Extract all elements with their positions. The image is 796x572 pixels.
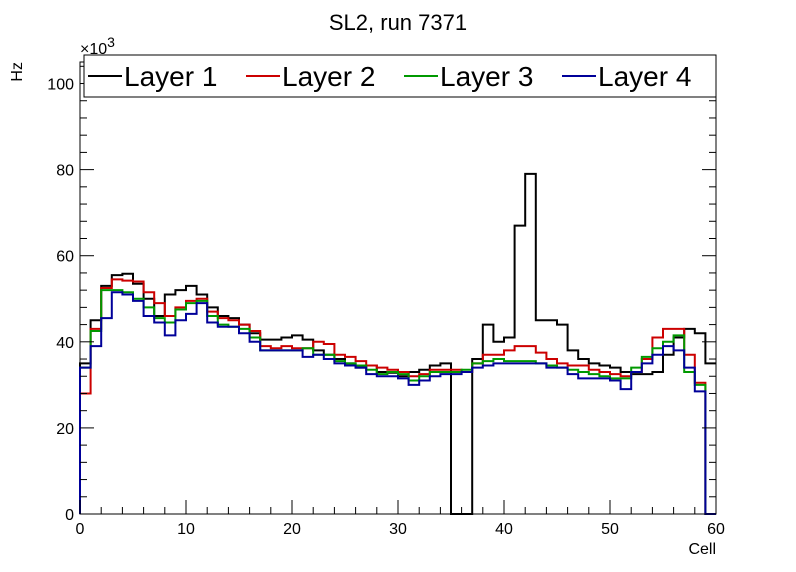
axis-tick-labels: 0 10 20 30 40 50 60 0 20 40 60 80 100 [47, 77, 725, 538]
chart-title: SL2, run 7371 [329, 10, 467, 35]
y-axis-title: Hz [9, 62, 26, 82]
y-axis-exponent-power: 3 [107, 34, 115, 50]
y-tick-label: 0 [65, 507, 74, 524]
legend-box [83, 54, 717, 98]
x-axis-title: Cell [688, 541, 716, 558]
x-tick-label: 60 [707, 521, 725, 538]
legend-label-layer-2: Layer 2 [282, 61, 375, 92]
y-axis-exponent: ×103 [80, 34, 115, 58]
y-tick-label: 60 [56, 249, 74, 266]
legend-label-layer-3: Layer 3 [440, 61, 533, 92]
y-tick-label: 20 [56, 421, 74, 438]
legend-label-layer-4: Layer 4 [598, 61, 691, 92]
x-tick-label: 20 [283, 521, 301, 538]
legend-label-layer-1: Layer 1 [124, 61, 217, 92]
y-tick-label: 80 [56, 163, 74, 180]
x-tick-label: 0 [76, 521, 85, 538]
x-tick-label: 40 [495, 521, 513, 538]
series-group [79, 172, 716, 515]
x-tick-label: 50 [601, 521, 619, 538]
series-line-layer-4 [79, 291, 716, 515]
y-tick-label: 40 [56, 335, 74, 352]
x-tick-label: 30 [389, 521, 407, 538]
y-axis-exponent-base: ×10 [80, 41, 107, 58]
legend: Layer 1 Layer 2 Layer 3 Layer 4 [83, 54, 717, 98]
y-tick-label: 100 [47, 77, 74, 94]
x-tick-label: 10 [177, 521, 195, 538]
